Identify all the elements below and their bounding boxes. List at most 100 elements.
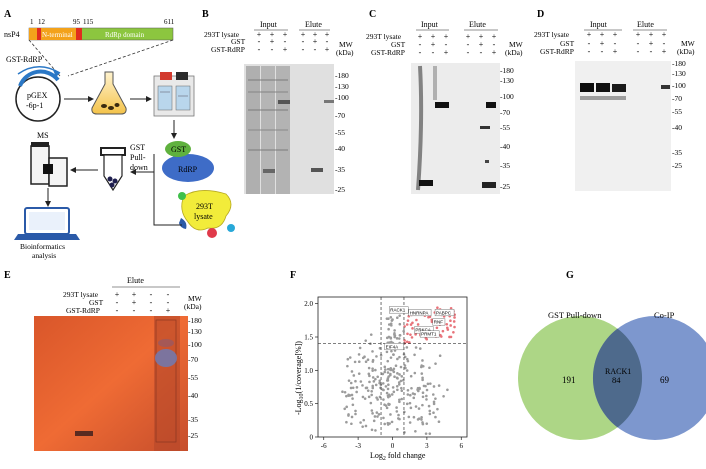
c-elute-sign: -	[467, 48, 470, 57]
b-elute-sign: +	[301, 30, 306, 39]
volcano-x-axis-label: Log2 fold change	[370, 451, 426, 462]
volcano-point	[361, 356, 365, 360]
volcano-point	[386, 387, 390, 391]
mw-d-marker: -35	[672, 148, 682, 157]
volcano-point	[434, 362, 437, 365]
mw-d-marker: -100	[672, 81, 686, 90]
insert-arrow	[17, 66, 61, 75]
volcano-tag-label: PABPC	[436, 310, 452, 315]
volcano-tag-label: RNF	[434, 320, 443, 325]
b-elute-sign: -	[302, 37, 305, 46]
e-sign: -	[150, 290, 153, 299]
blot-b-signs: + + +- + -- - ++ + +- + -- - +	[257, 30, 330, 54]
volcano-point	[428, 409, 432, 413]
volcano-point	[381, 382, 385, 385]
volcano-tag-box	[434, 309, 455, 317]
volcano-point	[404, 366, 407, 370]
venn-count-left: 191	[562, 375, 576, 385]
volcano-point	[449, 324, 452, 327]
volcano-point	[363, 397, 367, 400]
venn-label-coip: Co-IP	[654, 310, 675, 320]
e-sign: -	[116, 306, 119, 315]
venn-diagram: GST Pull-down Co-IP 191 RACK1 84 69	[518, 310, 706, 440]
volcano-point	[372, 380, 376, 383]
volcano-point	[434, 415, 437, 419]
electrophoresis-apparatus-icon	[153, 72, 195, 117]
volcano-point	[354, 379, 357, 383]
c-input-sign: +	[444, 32, 449, 41]
volcano-point	[403, 364, 407, 367]
volcano-y-axis-label: -Log10(1/coverage[%])	[294, 341, 305, 415]
d-elute-sign: +	[636, 30, 641, 39]
volcano-point	[420, 372, 424, 375]
arrow-head-1	[88, 96, 94, 102]
lysate-label-1: 293T	[196, 202, 213, 211]
volcano-point	[347, 379, 351, 383]
volcano-tag-box	[419, 330, 440, 338]
volcano-point	[424, 432, 428, 435]
gel-e-signs: + + - -- + - -- - - +	[115, 290, 171, 315]
b-input-sign: +	[270, 30, 275, 39]
volcano-point	[346, 357, 350, 361]
volcano-point	[425, 388, 429, 392]
input-label-b: Input	[260, 20, 278, 29]
volcano-point	[385, 406, 389, 410]
mw-c-marker: -130	[500, 76, 514, 85]
volcano-y-tick-label: 2.0	[304, 300, 313, 308]
volcano-point	[445, 322, 449, 326]
volcano-point	[453, 316, 456, 319]
mw-label-b: MW	[339, 40, 354, 49]
blot-b-header: Input Elute 293T lysate GST GST-RdRP MW …	[204, 20, 354, 57]
volcano-point	[392, 367, 396, 371]
volcano-point	[403, 355, 407, 359]
kda-label-c: (kDa)	[505, 48, 523, 57]
volcano-point	[357, 353, 361, 356]
d-elute-sign: +	[649, 30, 654, 39]
volcano-x-tick-label: -3	[355, 442, 361, 450]
volcano-point	[427, 404, 431, 408]
volcano-point	[419, 365, 423, 369]
volcano-point	[409, 393, 412, 397]
b-elute-sign: -	[302, 45, 305, 54]
volcano-point	[430, 318, 434, 322]
volcano-point	[402, 329, 405, 333]
e-sign: -	[150, 306, 153, 315]
blot-d-header: Input Elute 293T lysate GST GST-RdRP MW …	[534, 20, 696, 56]
culture-flask-icon	[91, 71, 127, 115]
blot-c-header: Input Elute 293T lysate GST GST-RdRP MW …	[366, 20, 524, 57]
elute-label-c: Elute	[469, 20, 486, 29]
volcano-point	[400, 397, 404, 401]
volcano-point	[392, 353, 395, 356]
position-95: 95	[73, 18, 81, 26]
e-sign: -	[167, 298, 170, 307]
volcano-point	[374, 429, 377, 432]
blot-d-signs: + + +- + -- - ++ + +- + -- - +	[587, 30, 667, 56]
volcano-point	[398, 314, 401, 317]
volcano-point	[355, 390, 358, 394]
rdrp-domain-text: RdRp domain	[105, 31, 145, 39]
volcano-point	[364, 339, 368, 342]
d-input-sign: -	[614, 39, 617, 48]
e-sign: -	[150, 298, 153, 307]
volcano-point	[354, 412, 357, 416]
d-input-sign: +	[613, 47, 618, 56]
volcano-point	[441, 329, 445, 333]
volcano-point	[431, 393, 435, 396]
e-sign: +	[166, 306, 171, 315]
kda-label-d: (kDa)	[677, 47, 695, 56]
pulldown-label-2: Pull-	[130, 153, 146, 162]
volcano-point	[385, 391, 389, 395]
volcano-point	[379, 386, 382, 390]
volcano-ticks: -6 -3 0 3 6 0 0.5 1.0 1.5 2.0	[304, 300, 463, 450]
input-label-c: Input	[421, 20, 439, 29]
lysate-blob: 293T lysate	[178, 190, 235, 238]
volcano-point	[382, 416, 385, 420]
volcano-point	[386, 359, 390, 363]
volcano-point	[415, 318, 418, 322]
zoom-line-left	[28, 39, 61, 77]
volcano-point	[378, 346, 382, 350]
d-input-sign: -	[588, 47, 591, 56]
lysate-label-2: lysate	[194, 212, 213, 221]
volcano-point	[432, 400, 436, 404]
volcano-point	[405, 323, 409, 326]
